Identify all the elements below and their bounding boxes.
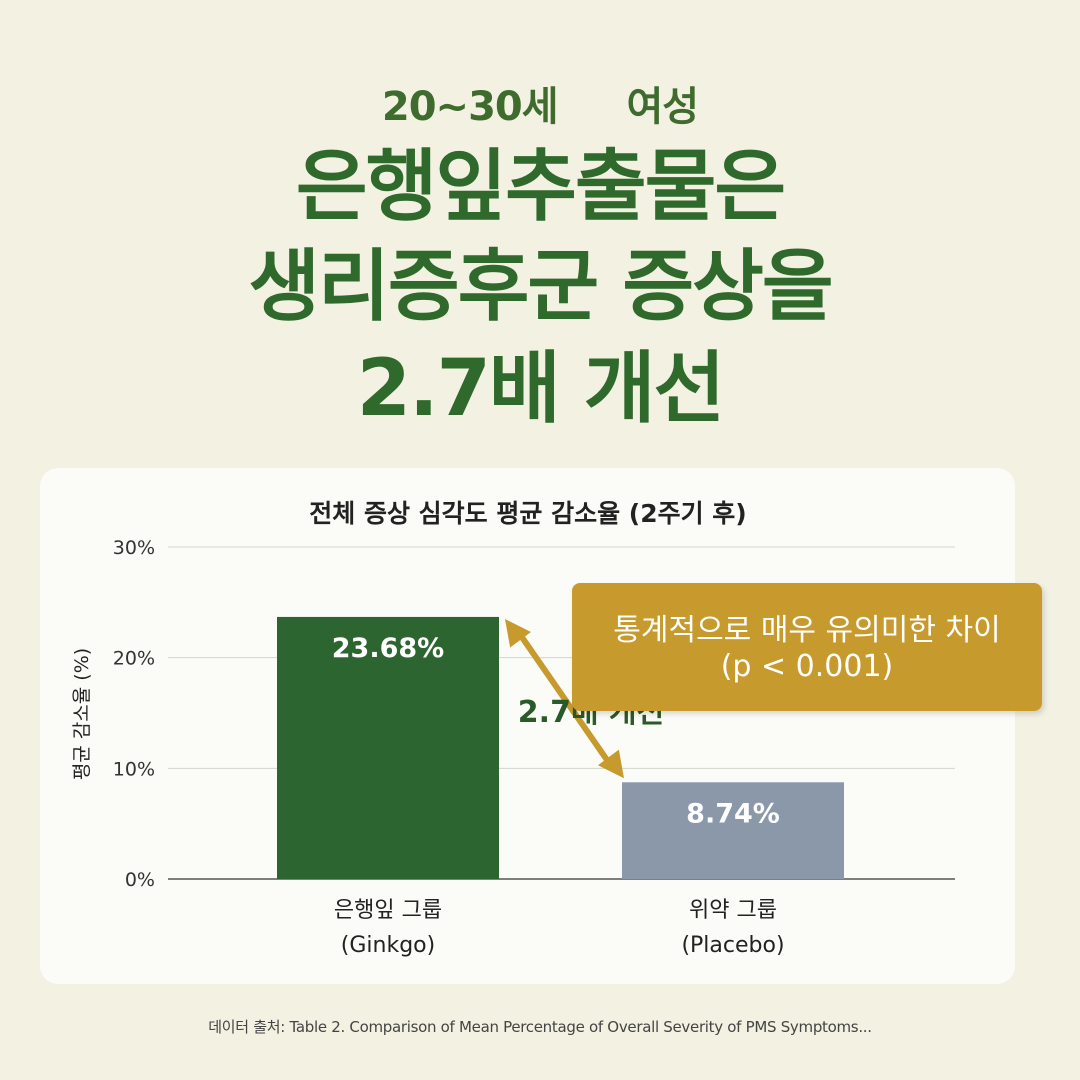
chart-card [40, 468, 1015, 984]
data-label: 8.74% [686, 798, 780, 829]
comparison-arrow [505, 618, 624, 779]
y-tick-label: 10% [113, 758, 155, 780]
x-tick-label: 위약 그룹 [689, 898, 777, 923]
arrow-shaft [516, 631, 613, 766]
x-tick-label: 은행잎 그룹 [334, 898, 442, 923]
significance-callout: 통계적으로 매우 유의미한 차이 (p < 0.001) [572, 583, 1042, 711]
subtitle: 20~30세 여성 [0, 74, 1080, 132]
subtitle-age: 20~30세 [381, 84, 559, 130]
data-label: 23.68% [332, 633, 444, 664]
headline-line-3: 2.7배 개선 [356, 344, 726, 434]
source-footnote: 데이터 출처: Table 2. Comparison of Mean Perc… [208, 1018, 872, 1036]
chart-title: 전체 증상 심각도 평균 감소율 (2주기 후) [309, 499, 746, 528]
x-tick-label-en: (Ginkgo) [341, 933, 435, 958]
bar-placebo [622, 782, 844, 879]
y-tick-label: 30% [113, 537, 155, 559]
x-tick-label-en: (Placebo) [681, 933, 784, 958]
callout-line-1: 통계적으로 매우 유의미한 차이 [613, 613, 1001, 648]
arrow-head-end [598, 749, 624, 779]
y-axis-label: 평균 감소율 (%) [71, 648, 93, 780]
headline-line-2: 생리증후군 증상을 [248, 242, 833, 332]
headline-line-1: 은행잎추출물은 [295, 142, 786, 232]
y-tick-label: 0% [125, 869, 155, 891]
y-tick-label: 20% [113, 648, 155, 670]
subtitle-gender: 여성 [626, 84, 699, 130]
arrow-head-start [505, 618, 531, 648]
callout-line-2: (p < 0.001) [720, 649, 894, 684]
bar-ginkgo [277, 616, 499, 879]
